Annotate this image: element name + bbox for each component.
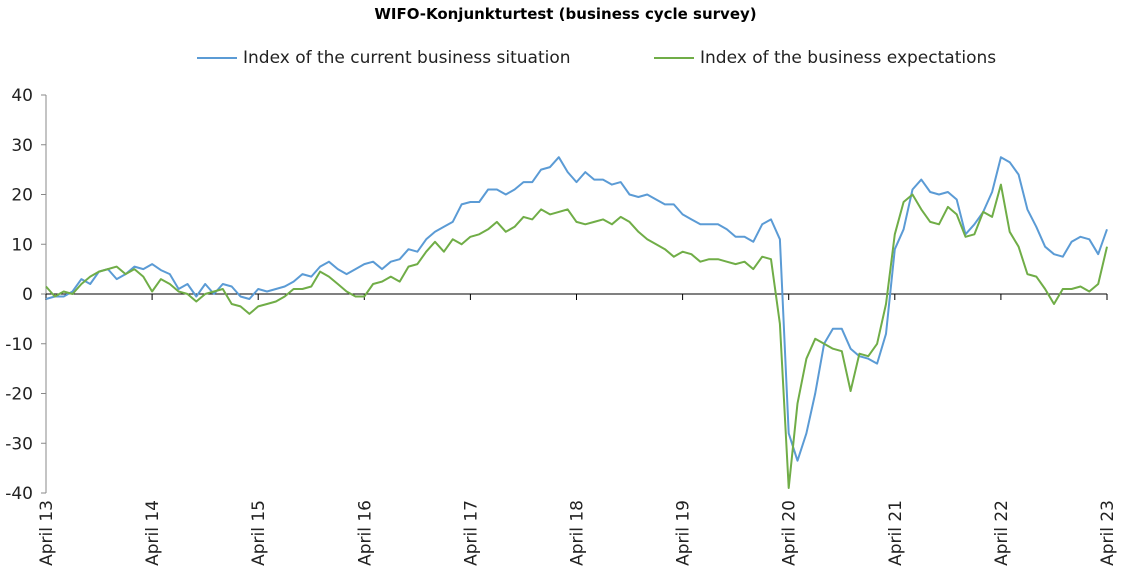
chart-title: WIFO-Konjunkturtest (business cycle surv… — [374, 5, 757, 23]
y-tick-label: -10 — [5, 335, 33, 355]
axes — [41, 94, 1108, 494]
x-tick-label: April 13 — [37, 500, 57, 566]
x-tick-label: April 23 — [1098, 500, 1118, 566]
series-lines — [45, 156, 1108, 489]
x-tick-label: April 19 — [674, 500, 694, 566]
y-tick-label: -30 — [5, 434, 33, 454]
legend-item-current-situation: Index of the current business situation — [197, 48, 571, 68]
y-tick-label: 20 — [11, 186, 33, 206]
x-tick-label: April 15 — [249, 500, 269, 566]
y-tick-label: -20 — [5, 385, 33, 405]
series-line-current-situation — [45, 156, 1108, 462]
legend-swatch-business-expectations — [654, 57, 694, 59]
x-tick-label: April 17 — [461, 500, 481, 566]
x-tick-label: April 18 — [568, 500, 588, 566]
legend-item-business-expectations: Index of the business expectations — [654, 48, 996, 68]
series-line-business-expectations — [45, 183, 1108, 489]
legend-label-business-expectations: Index of the business expectations — [700, 48, 997, 68]
x-tick-label: April 21 — [886, 500, 906, 566]
y-tick-label: 0 — [22, 285, 33, 305]
y-tick-label: 30 — [11, 136, 33, 156]
legend-swatch-current-situation — [197, 57, 237, 59]
y-tick-label: 40 — [11, 86, 33, 106]
x-tick-label: April 22 — [992, 500, 1012, 566]
x-tick-label: April 14 — [143, 500, 163, 566]
x-tick-label: April 16 — [355, 500, 375, 566]
x-tick-label: April 20 — [780, 500, 800, 566]
y-tick-label: 10 — [11, 235, 33, 255]
y-tick-label: -40 — [5, 484, 33, 504]
legend-label-current-situation: Index of the current business situation — [243, 48, 571, 68]
